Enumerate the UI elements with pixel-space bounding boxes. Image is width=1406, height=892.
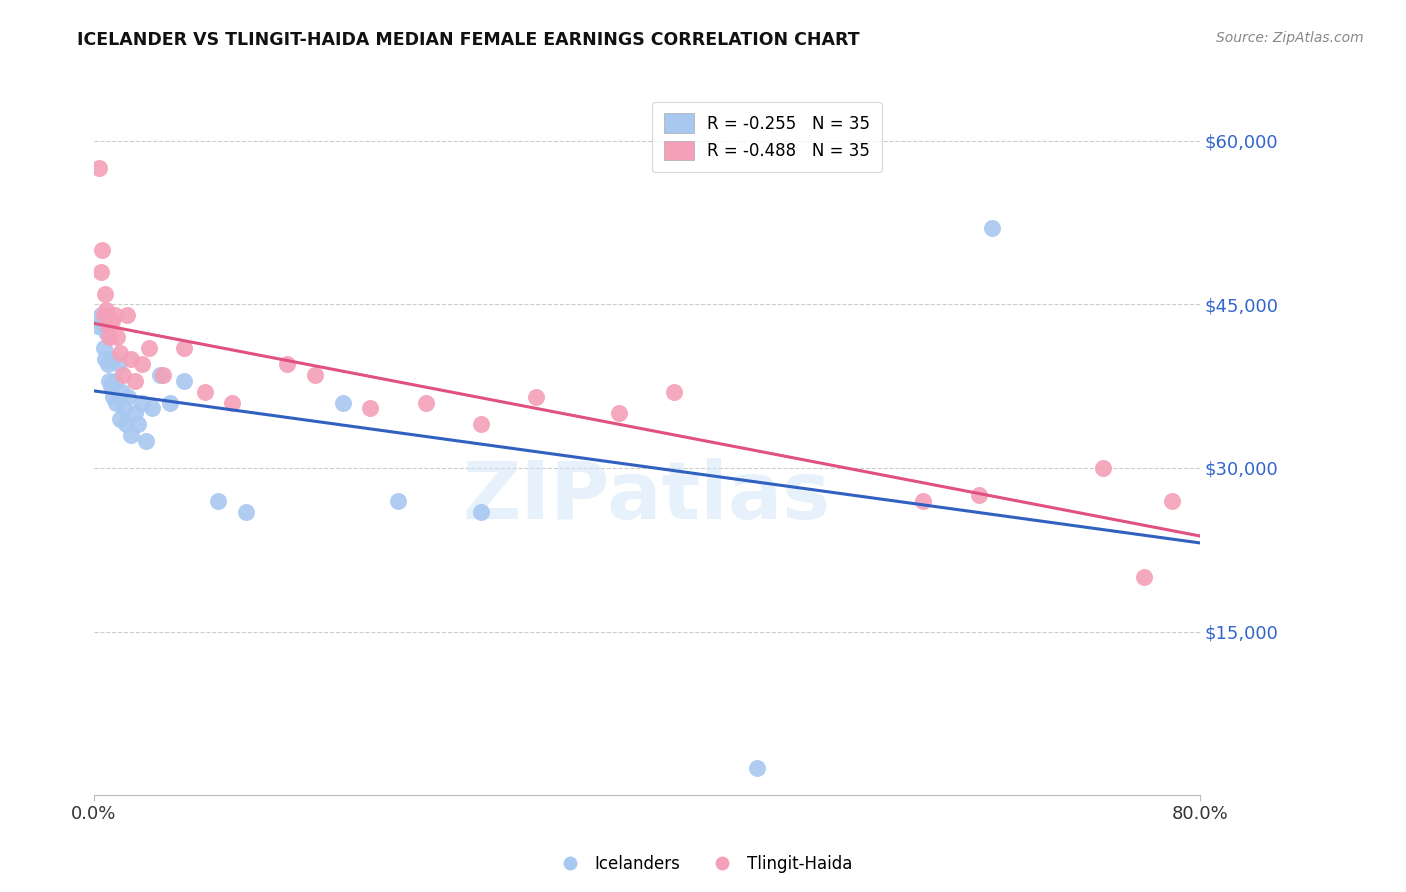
Legend: Icelanders, Tlingit-Haida: Icelanders, Tlingit-Haida <box>547 848 859 880</box>
Point <box>97 358 120 372</box>
Point <box>104 374 127 388</box>
Point <box>664 384 686 399</box>
Point <box>967 488 990 502</box>
Point <box>101 314 124 328</box>
Point <box>124 374 146 388</box>
Point <box>138 341 160 355</box>
Point <box>100 379 122 393</box>
Point <box>91 243 114 257</box>
Point <box>108 346 131 360</box>
Point <box>193 384 215 399</box>
Point <box>912 493 935 508</box>
Point <box>120 428 142 442</box>
Point <box>149 368 172 383</box>
Point <box>97 319 120 334</box>
Point <box>159 395 181 409</box>
Point <box>107 358 129 372</box>
Point <box>94 351 117 366</box>
Point <box>120 351 142 366</box>
Point <box>108 412 131 426</box>
Point <box>87 319 110 334</box>
Point <box>524 390 547 404</box>
Point <box>207 493 229 508</box>
Point <box>93 309 115 323</box>
Point <box>1091 461 1114 475</box>
Point <box>152 368 174 383</box>
Point <box>98 374 121 388</box>
Point <box>112 401 135 415</box>
Point <box>304 368 326 383</box>
Point <box>104 309 127 323</box>
Point <box>981 221 1004 235</box>
Point <box>470 417 492 432</box>
Point <box>131 358 153 372</box>
Point <box>98 330 121 344</box>
Point <box>387 493 409 508</box>
Point <box>1133 570 1156 584</box>
Point <box>96 302 118 317</box>
Point <box>89 161 111 175</box>
Point <box>221 395 243 409</box>
Point <box>173 341 195 355</box>
Point <box>114 417 136 432</box>
Text: ICELANDER VS TLINGIT-HAIDA MEDIAN FEMALE EARNINGS CORRELATION CHART: ICELANDER VS TLINGIT-HAIDA MEDIAN FEMALE… <box>77 31 860 49</box>
Point <box>94 286 117 301</box>
Point <box>276 358 298 372</box>
Point <box>607 407 630 421</box>
Point <box>107 330 129 344</box>
Point <box>115 309 138 323</box>
Point <box>124 407 146 421</box>
Point <box>747 761 769 775</box>
Text: ZIPatlas: ZIPatlas <box>463 458 831 536</box>
Point <box>415 395 437 409</box>
Point <box>359 401 381 415</box>
Point <box>105 395 128 409</box>
Point <box>96 325 118 339</box>
Point <box>332 395 354 409</box>
Point <box>103 390 125 404</box>
Point <box>110 384 132 399</box>
Point <box>93 341 115 355</box>
Point <box>235 505 257 519</box>
Point <box>173 374 195 388</box>
Point <box>470 505 492 519</box>
Point <box>1161 493 1184 508</box>
Point <box>135 434 157 448</box>
Point <box>90 265 112 279</box>
Point <box>141 401 163 415</box>
Legend: R = -0.255   N = 35, R = -0.488   N = 35: R = -0.255 N = 35, R = -0.488 N = 35 <box>652 102 882 172</box>
Point <box>90 309 112 323</box>
Point <box>127 417 149 432</box>
Text: Source: ZipAtlas.com: Source: ZipAtlas.com <box>1216 31 1364 45</box>
Point <box>101 351 124 366</box>
Point <box>111 368 134 383</box>
Point <box>131 395 153 409</box>
Point <box>91 314 114 328</box>
Point <box>117 390 139 404</box>
